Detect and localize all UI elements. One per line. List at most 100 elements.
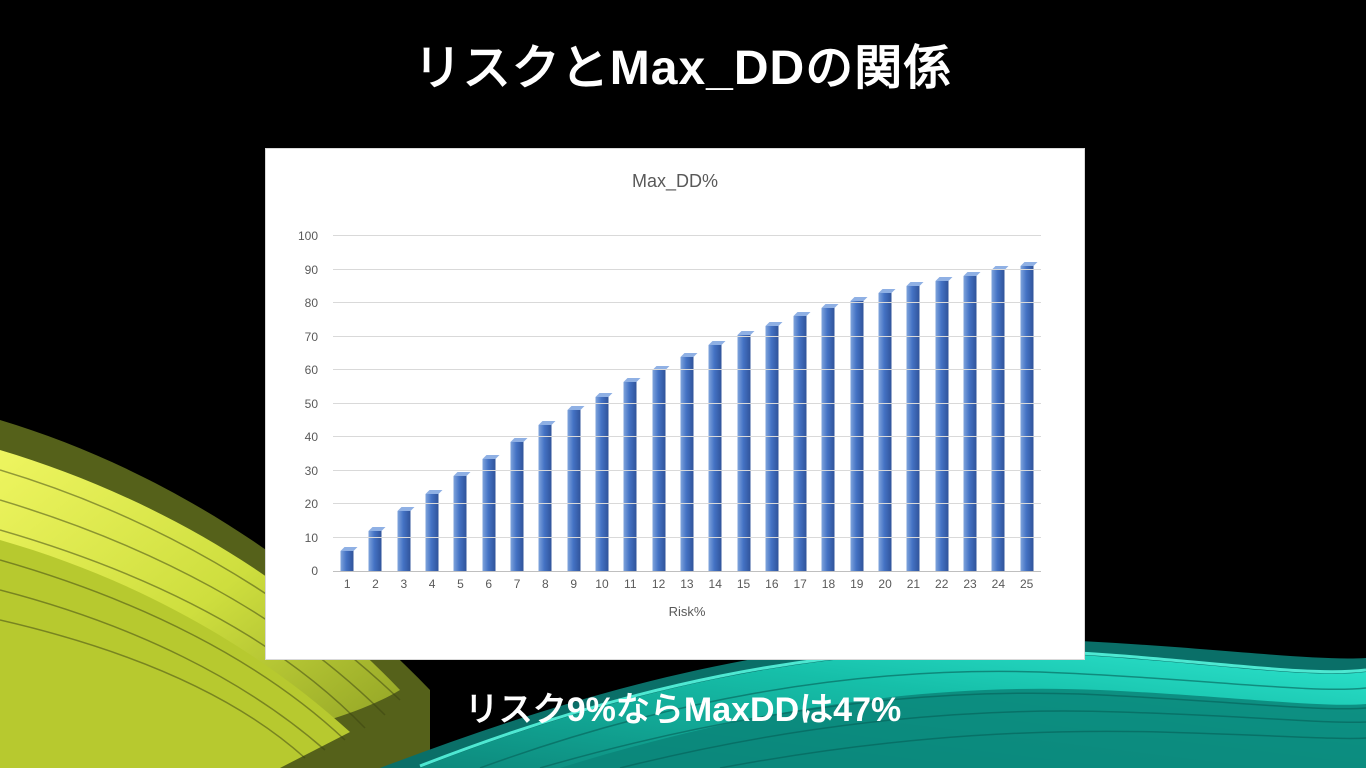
bar-slot — [588, 236, 616, 571]
x-tick-label: 9 — [570, 577, 577, 591]
bar-slot — [843, 236, 871, 571]
bars-row — [333, 236, 1041, 571]
y-tick-label: 20 — [304, 497, 318, 511]
bar — [680, 356, 694, 571]
bar — [935, 281, 949, 571]
bar-slot — [758, 236, 786, 571]
bar-slot — [1013, 236, 1041, 571]
caption: リスク9%ならMaxDDは47% — [464, 691, 902, 729]
bar — [878, 292, 892, 571]
x-tick-label: 19 — [850, 577, 864, 591]
y-axis: 0 10 20 30 40 50 60 70 80 90 100 — [278, 229, 326, 578]
bar-slot — [418, 236, 446, 571]
chart-title: Max_DD% — [631, 171, 719, 191]
bar — [425, 493, 439, 571]
bar-slot — [560, 236, 588, 571]
bar — [595, 396, 609, 571]
y-tick-label: 40 — [304, 430, 318, 444]
gridline — [333, 335, 1041, 337]
bar — [397, 510, 411, 571]
gridline — [333, 369, 1041, 370]
y-tick-label: 90 — [304, 262, 318, 277]
bar-slot — [701, 236, 729, 571]
slide-title: リスクとMax_DDの関係 — [413, 42, 953, 95]
bar-slot — [956, 236, 984, 571]
gridline — [333, 436, 1041, 437]
plot-area — [333, 235, 1041, 572]
gridline — [333, 268, 1041, 270]
x-tick-label: 15 — [736, 577, 751, 591]
gridline — [333, 503, 1041, 504]
bar — [652, 370, 666, 571]
bar — [765, 326, 779, 571]
y-tick-label: 100 — [297, 229, 318, 243]
gridline — [333, 402, 1041, 404]
right-wave — [380, 638, 1366, 768]
gridline — [333, 536, 1041, 538]
gridline — [333, 469, 1041, 471]
x-tick-label: 8 — [542, 577, 549, 591]
bar-slot — [446, 236, 474, 571]
y-tick-label: 80 — [304, 296, 318, 310]
bar — [737, 334, 751, 571]
y-tick-label: 30 — [304, 463, 318, 478]
bar — [623, 381, 637, 571]
x-tick-label: 6 — [485, 577, 493, 591]
x-tick-label: 10 — [595, 577, 609, 591]
x-tick-label: 23 — [963, 577, 977, 591]
y-tick-label: 50 — [304, 396, 318, 411]
x-tick-label: 1 — [343, 577, 351, 591]
gridline — [333, 235, 1041, 236]
x-tick-label: 22 — [935, 577, 949, 591]
x-tick-label: 13 — [680, 577, 694, 591]
bar — [482, 458, 496, 571]
y-tick-label: 60 — [304, 363, 318, 377]
x-tick-label: 4 — [428, 577, 436, 591]
bar — [538, 425, 552, 571]
bar-slot — [503, 236, 531, 571]
bar — [963, 276, 977, 571]
left-wave — [0, 420, 430, 768]
bar-slot — [390, 236, 418, 571]
bar-slot — [899, 236, 927, 571]
x-axis-title: Risk% — [668, 604, 706, 619]
bar-slot — [729, 236, 757, 571]
bar-slot — [984, 236, 1012, 571]
bar — [453, 475, 467, 571]
bar-slot — [814, 236, 842, 571]
y-tick-label: 70 — [304, 329, 318, 344]
bar-slot — [616, 236, 644, 571]
bar — [1020, 266, 1034, 571]
x-tick-label: 2 — [372, 577, 379, 591]
bar — [906, 286, 920, 571]
x-tick-label: 20 — [878, 577, 892, 591]
x-tick-label: 25 — [1019, 577, 1034, 591]
bar-slot — [333, 236, 361, 571]
x-tick-label: 21 — [906, 577, 921, 591]
bar — [368, 530, 382, 571]
gridline — [333, 302, 1041, 303]
bar — [991, 269, 1005, 571]
x-tick-label: 3 — [400, 577, 408, 591]
bar-slot — [673, 236, 701, 571]
bar-slot — [531, 236, 559, 571]
x-tick-label: 14 — [708, 577, 722, 591]
bar — [340, 550, 354, 571]
x-tick-label: 7 — [513, 577, 521, 591]
bar — [793, 316, 807, 571]
bar-slot — [361, 236, 389, 571]
x-tick-label: 11 — [624, 577, 637, 591]
bar — [708, 344, 722, 571]
bar-slot — [786, 236, 814, 571]
y-tick-label: 10 — [304, 530, 318, 545]
bar-slot — [928, 236, 956, 571]
x-tick-label: 24 — [991, 577, 1006, 591]
x-tick-label: 12 — [651, 577, 666, 591]
bar — [510, 442, 524, 571]
x-tick-label: 5 — [457, 577, 464, 591]
y-tick-label: 0 — [311, 564, 318, 578]
bar-slot — [475, 236, 503, 571]
